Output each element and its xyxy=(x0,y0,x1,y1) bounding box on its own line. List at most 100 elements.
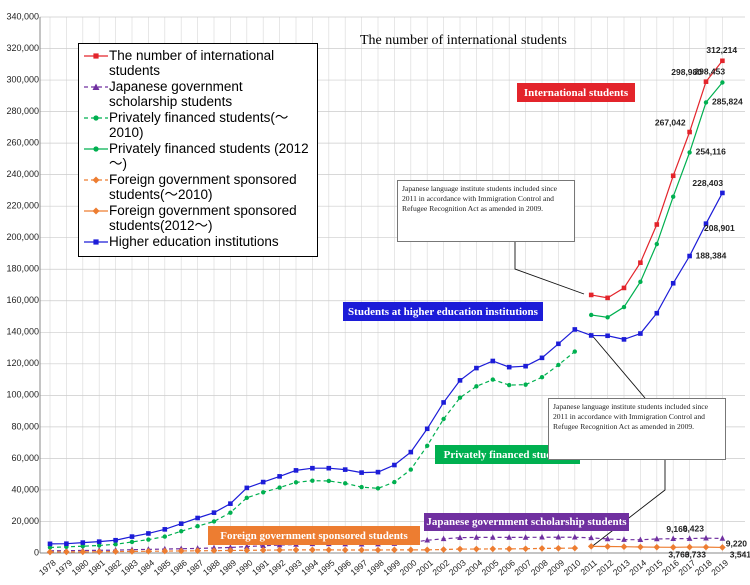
point xyxy=(671,194,676,199)
point xyxy=(719,535,726,541)
data-label: 298,980 xyxy=(671,67,702,77)
point xyxy=(80,544,86,549)
legend-marker xyxy=(92,176,100,184)
point xyxy=(112,548,119,555)
point xyxy=(620,543,628,550)
legend-label: Foreign government sponsored students(～2… xyxy=(109,172,297,202)
point xyxy=(407,546,415,554)
point xyxy=(97,543,102,548)
point xyxy=(423,546,431,554)
callout-line xyxy=(589,460,666,549)
legend-item: Foreign government sponsored students(～2… xyxy=(83,172,313,202)
point xyxy=(375,486,381,491)
point xyxy=(702,543,710,551)
point xyxy=(47,541,53,547)
point xyxy=(457,534,463,541)
y-tick-label: 320,000 xyxy=(6,43,39,53)
point xyxy=(654,310,660,316)
data-label: 3,760 xyxy=(668,549,690,559)
legend-marker xyxy=(92,83,100,90)
point xyxy=(228,510,233,515)
legend-label: Privately financed students(～2010) xyxy=(109,110,289,140)
point xyxy=(244,485,250,491)
point xyxy=(571,544,579,552)
point xyxy=(538,545,546,552)
legend-item: Privately financed students (2012～) xyxy=(83,141,313,171)
point xyxy=(703,100,709,105)
point xyxy=(522,545,529,553)
legend-swatch xyxy=(84,176,108,184)
point xyxy=(522,534,529,540)
y-tick-label: 40,000 xyxy=(11,484,39,494)
data-label: 267,042 xyxy=(655,117,686,127)
data-label: 3,733 xyxy=(685,549,707,559)
legend-marker xyxy=(93,115,99,121)
point xyxy=(556,362,561,368)
series: 188,384 208,901 228,403 xyxy=(47,178,735,547)
y-tick-label: 260,000 xyxy=(6,137,39,147)
data-label: 208,901 xyxy=(704,223,735,233)
point xyxy=(244,495,249,501)
data-label: 254,116 xyxy=(696,147,727,157)
point xyxy=(408,449,414,455)
point xyxy=(96,539,102,544)
point xyxy=(325,546,333,554)
point xyxy=(358,546,365,554)
point xyxy=(572,533,578,540)
point xyxy=(670,280,676,286)
point xyxy=(621,337,627,342)
legend-marker xyxy=(93,53,99,59)
point xyxy=(129,539,135,545)
point xyxy=(638,331,643,336)
point xyxy=(653,543,661,551)
point xyxy=(179,529,184,534)
point xyxy=(64,541,69,546)
legend-label: Foreign government sponsored students(20… xyxy=(109,203,297,233)
point xyxy=(621,285,627,291)
point xyxy=(309,546,316,554)
callout-line xyxy=(514,242,585,295)
point xyxy=(293,480,299,485)
point xyxy=(474,384,479,389)
point xyxy=(310,465,315,471)
y-tick-label: 120,000 xyxy=(6,358,39,368)
annotation-label: Privately financed students xyxy=(435,445,580,464)
y-tick-label: 60,000 xyxy=(11,453,39,463)
point xyxy=(473,545,480,553)
point xyxy=(424,426,430,432)
legend-swatch xyxy=(84,83,108,90)
point xyxy=(195,515,200,521)
point xyxy=(473,534,480,540)
point xyxy=(375,469,381,475)
point xyxy=(146,537,151,542)
point xyxy=(604,543,611,550)
point xyxy=(227,544,234,550)
point xyxy=(210,547,218,554)
y-tick-label: 80,000 xyxy=(11,421,39,431)
point xyxy=(95,548,103,556)
legend-swatch xyxy=(84,239,108,245)
point xyxy=(703,534,709,541)
point xyxy=(162,527,168,532)
y-tick-label: 180,000 xyxy=(6,264,39,274)
point xyxy=(654,241,659,247)
legend-marker xyxy=(92,207,100,215)
legend-item: Higher education institutions xyxy=(83,234,313,249)
point xyxy=(310,478,315,483)
point xyxy=(63,548,70,556)
data-label: 228,403 xyxy=(692,178,723,188)
legend: The number of international students Japa… xyxy=(78,43,318,257)
point xyxy=(587,543,595,550)
point xyxy=(638,279,643,285)
data-label: 9,220 xyxy=(726,539,748,549)
point xyxy=(162,534,167,539)
point xyxy=(259,546,267,554)
y-tick-label: 100,000 xyxy=(6,390,39,400)
point xyxy=(228,501,233,506)
point xyxy=(588,292,594,298)
point xyxy=(490,358,496,364)
point xyxy=(211,510,217,515)
point xyxy=(474,365,479,371)
chart-title: The number of international students xyxy=(360,33,567,48)
